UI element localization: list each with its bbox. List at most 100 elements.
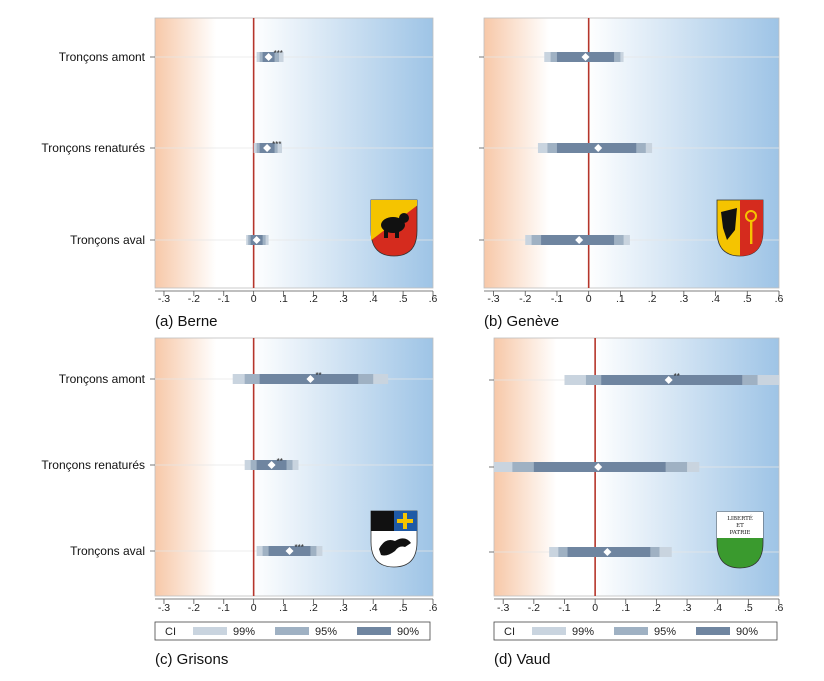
x-tick-label: -.3 — [487, 293, 499, 305]
legend-swatch — [614, 627, 648, 635]
x-tick-label: 0 — [251, 293, 257, 305]
key-shaft — [750, 220, 753, 244]
motto-text: PATRIE — [730, 530, 751, 536]
x-tick-label: 0 — [592, 602, 598, 614]
point-estimate-marker — [267, 461, 276, 469]
category-label: Tronçons aval — [70, 233, 145, 247]
x-tick-label: 0 — [251, 602, 257, 614]
legend-swatch — [357, 627, 391, 635]
x-tick-label: .5 — [744, 602, 753, 614]
cross-horizontal — [397, 519, 413, 523]
point-estimate-marker — [594, 144, 603, 152]
x-tick-label: 0 — [586, 293, 592, 305]
category-label: Tronçons amont — [59, 50, 146, 64]
bear-head — [399, 213, 409, 223]
legend-swatch — [696, 627, 730, 635]
motto-text: LIBERTÉ — [727, 514, 753, 522]
category-label: Tronçons aval — [70, 544, 145, 558]
legend-label: 90% — [736, 626, 758, 638]
x-tick-label: .5 — [743, 293, 752, 305]
significance-stars: *** — [295, 543, 304, 552]
bear-icon — [381, 217, 405, 233]
x-tick-label: .3 — [339, 602, 348, 614]
x-tick-label: .4 — [369, 602, 378, 614]
x-tick-label: -.2 — [528, 602, 540, 614]
panel-1: Tronçons amont Tronçons renaturés Tronçons… — [41, 17, 438, 330]
x-tick-label: -.2 — [519, 293, 531, 305]
x-tick-label: .4 — [369, 293, 378, 305]
point-estimate-marker — [306, 375, 315, 383]
bear-leg — [395, 230, 399, 238]
x-tick-label: -.1 — [218, 293, 230, 305]
ci-legend: CI 99% 95% 90% — [493, 621, 778, 641]
x-tick-label: -.3 — [158, 293, 170, 305]
plot-frame — [154, 17, 434, 289]
x-tick-label: .4 — [713, 602, 722, 614]
x-tick-label: .6 — [775, 293, 784, 305]
point-estimate-marker — [664, 376, 673, 384]
x-tick-label: -.1 — [551, 293, 563, 305]
legend-label: 95% — [654, 626, 676, 638]
x-tick-label: -.1 — [558, 602, 570, 614]
legend-swatch — [275, 627, 309, 635]
legend-label: 99% — [233, 626, 255, 638]
x-tick-label: .6 — [429, 293, 438, 305]
x-tick-label: -.3 — [158, 602, 170, 614]
x-tick-label: .4 — [711, 293, 720, 305]
x-tick-label: -.1 — [218, 602, 230, 614]
ibex-icon — [379, 538, 411, 556]
point-estimate-marker — [575, 236, 584, 244]
panel-2: -.3 -.2 -.1 0 .1 .2 .3 .4 .5 .6 (b) Genève — [479, 17, 784, 330]
significance-stars: ** — [315, 371, 321, 380]
category-label: Tronçons amont — [59, 372, 146, 386]
panel-title: (d) Vaud — [494, 651, 550, 668]
eagle-icon — [721, 208, 737, 240]
geneva-coat-of-arms — [716, 199, 764, 257]
legend-label: 99% — [572, 626, 594, 638]
plot-frame — [154, 337, 434, 597]
point-estimate-marker — [603, 548, 612, 556]
significance-stars: ** — [674, 372, 680, 381]
motto-text: ET — [736, 523, 744, 529]
panel-title: (c) Grisons — [155, 651, 228, 668]
point-estimate-marker — [263, 144, 272, 152]
x-tick-label: .2 — [309, 602, 318, 614]
bern-coat-of-arms — [370, 199, 418, 257]
panel-title: (b) Genève — [484, 313, 559, 330]
category-label: Tronçons renaturés — [41, 141, 145, 155]
legend-title: CI — [504, 626, 515, 638]
point-estimate-marker — [252, 236, 261, 244]
legend-title: CI — [165, 626, 176, 638]
x-tick-label: .6 — [775, 602, 784, 614]
shield-top-white — [717, 512, 763, 538]
x-tick-label: .5 — [399, 293, 408, 305]
point-estimate-marker — [581, 53, 590, 61]
legend-label: 95% — [315, 626, 337, 638]
x-tick-label: .3 — [683, 602, 692, 614]
panel-3: Tronçons amont Tronçons renaturés Tronçons… — [41, 337, 438, 668]
point-estimate-marker — [285, 547, 294, 555]
x-tick-label: -.2 — [188, 602, 200, 614]
x-tick-label: .3 — [339, 293, 348, 305]
point-estimate-marker — [264, 53, 273, 61]
x-tick-label: .1 — [279, 602, 288, 614]
grisons-coat-of-arms — [370, 510, 418, 568]
bear-leg — [384, 230, 388, 238]
x-tick-label: .1 — [621, 602, 630, 614]
ci-legend: CI 99% 95% 90% — [154, 621, 431, 641]
legend-swatch — [532, 627, 566, 635]
quarter-black — [371, 511, 394, 531]
plot-frame — [483, 17, 780, 289]
x-tick-label: .5 — [399, 602, 408, 614]
x-tick-label: .1 — [279, 293, 288, 305]
legend-label: 90% — [397, 626, 419, 638]
legend-swatch — [193, 627, 227, 635]
x-tick-label: -.3 — [497, 602, 509, 614]
category-label: Tronçons renaturés — [41, 458, 145, 472]
point-estimate-marker — [594, 463, 603, 471]
x-tick-label: .3 — [679, 293, 688, 305]
x-tick-label: -.2 — [188, 293, 200, 305]
